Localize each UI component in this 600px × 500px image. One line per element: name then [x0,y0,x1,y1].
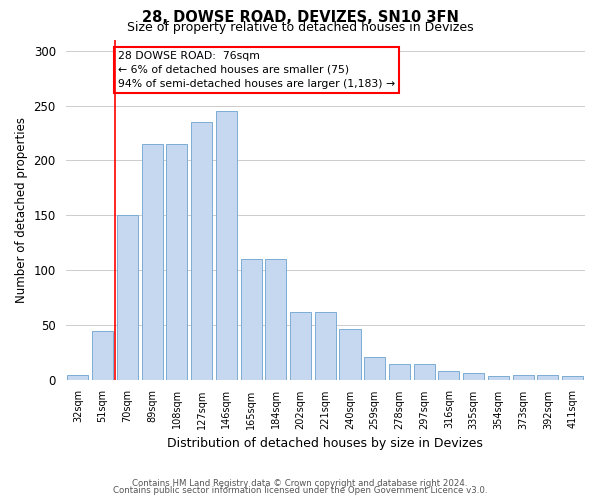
Bar [364,356,385,380]
Bar [92,332,113,380]
X-axis label: Distribution of detached houses by size in Devizes: Distribution of detached houses by size … [167,437,483,450]
Bar [463,373,484,380]
Text: 28, DOWSE ROAD, DEVIZES, SN10 3FN: 28, DOWSE ROAD, DEVIZES, SN10 3FN [142,10,458,25]
Text: 28 DOWSE ROAD:  76sqm
← 6% of detached houses are smaller (75)
94% of semi-detac: 28 DOWSE ROAD: 76sqm ← 6% of detached ho… [118,51,395,89]
Bar [216,111,237,380]
Bar [241,259,262,380]
Bar [562,376,583,380]
Bar [315,312,336,380]
Bar [538,375,559,380]
Bar [340,329,361,380]
Bar [166,144,187,380]
Bar [117,216,138,380]
Text: Contains HM Land Registry data © Crown copyright and database right 2024.: Contains HM Land Registry data © Crown c… [132,478,468,488]
Bar [142,144,163,380]
Bar [413,364,435,380]
Text: Contains public sector information licensed under the Open Government Licence v3: Contains public sector information licen… [113,486,487,495]
Bar [265,259,286,380]
Bar [439,371,460,380]
Bar [191,122,212,380]
Bar [389,364,410,380]
Y-axis label: Number of detached properties: Number of detached properties [15,117,28,303]
Bar [488,376,509,380]
Bar [67,375,88,380]
Bar [512,375,533,380]
Bar [290,312,311,380]
Text: Size of property relative to detached houses in Devizes: Size of property relative to detached ho… [127,22,473,35]
